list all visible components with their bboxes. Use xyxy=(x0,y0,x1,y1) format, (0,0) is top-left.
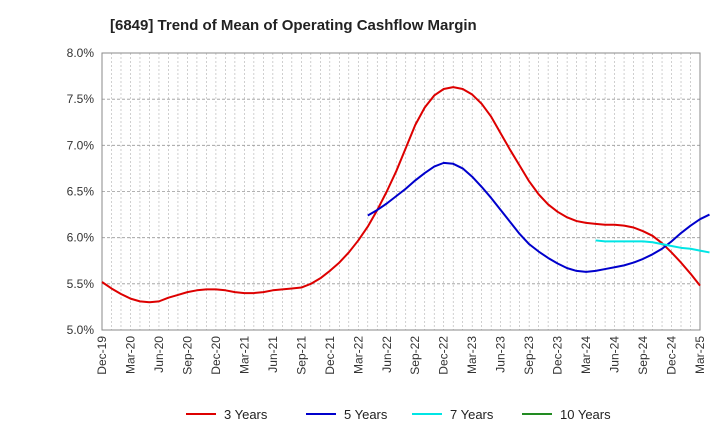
x-tick-label: Dec-20 xyxy=(209,336,223,375)
chart-title: [6849] Trend of Mean of Operating Cashfl… xyxy=(110,17,477,34)
y-tick-label: 5.5% xyxy=(67,277,95,291)
x-tick-label: Sep-22 xyxy=(408,336,422,375)
x-tick-label: Dec-24 xyxy=(665,336,679,375)
x-tick-label: Mar-22 xyxy=(351,336,365,374)
y-axis: 5.0% 5.5% 6.0% 6.5% 7.0% 7.5% 8.0% xyxy=(67,46,95,337)
x-tick-label: Mar-20 xyxy=(123,336,137,374)
y-tick-label: 8.0% xyxy=(67,46,95,60)
x-tick-label: Mar-21 xyxy=(237,336,251,374)
series-line-5-years xyxy=(367,161,710,273)
series-lines xyxy=(101,86,710,304)
legend-label: 10 Years xyxy=(560,407,611,422)
legend-label: 7 Years xyxy=(450,407,494,422)
y-tick-label: 5.0% xyxy=(67,323,95,337)
y-tick-label: 7.0% xyxy=(67,138,95,152)
legend-label: 5 Years xyxy=(344,407,388,422)
x-tick-label: Jun-21 xyxy=(266,336,280,373)
x-tick-label: Mar-24 xyxy=(579,336,593,374)
legend: 3 Years 5 Years 7 Years 10 Years xyxy=(186,407,611,422)
legend-label: 3 Years xyxy=(224,407,268,422)
x-axis: Dec-19 Mar-20 Jun-20 Sep-20 Dec-20 Mar-21 Jun-… xyxy=(95,336,707,375)
x-tick-label: Mar-23 xyxy=(465,336,479,374)
x-tick-label: Sep-21 xyxy=(294,336,308,375)
x-tick-label: Dec-19 xyxy=(95,336,109,375)
series-line-7-years xyxy=(595,239,710,254)
x-tick-label: Sep-20 xyxy=(180,336,194,375)
x-tick-label: Dec-21 xyxy=(323,336,337,375)
x-tick-label: Mar-25 xyxy=(693,336,707,374)
x-tick-label: Jun-20 xyxy=(152,336,166,373)
y-tick-label: 6.5% xyxy=(67,185,95,199)
x-tick-label: Jun-23 xyxy=(494,336,508,373)
plot-area-border xyxy=(101,52,701,331)
series-line-3-years xyxy=(101,86,701,304)
x-tick-label: Dec-23 xyxy=(551,336,565,375)
x-tick-label: Dec-22 xyxy=(437,336,451,375)
x-tick-label: Sep-24 xyxy=(636,336,650,375)
x-tick-label: Jun-24 xyxy=(608,336,622,373)
x-tick-label: Jun-22 xyxy=(380,336,394,373)
y-tick-label: 6.0% xyxy=(67,231,95,245)
y-tick-label: 7.5% xyxy=(67,92,95,106)
x-tick-label: Sep-23 xyxy=(522,336,536,375)
